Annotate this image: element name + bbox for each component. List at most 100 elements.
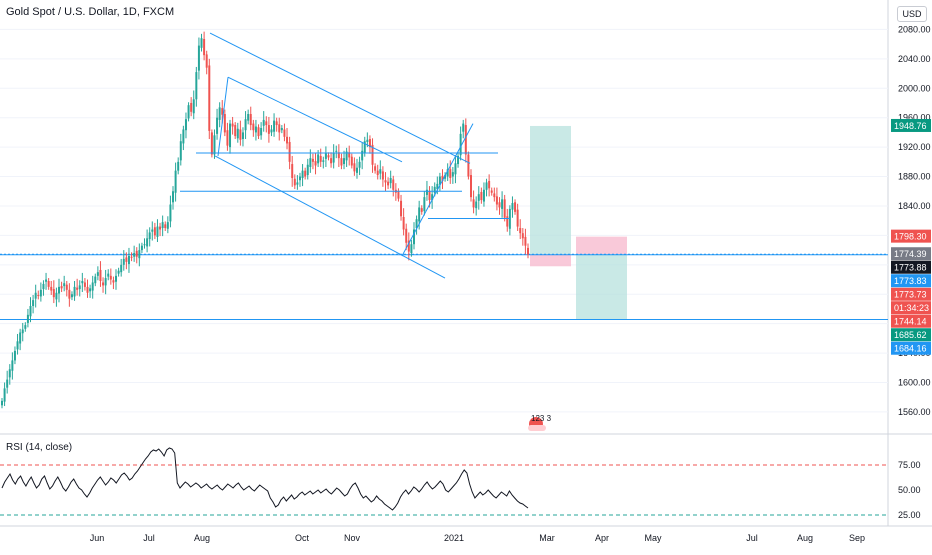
candle-body [192,99,195,114]
price-tick-label: 1960.00 [898,113,931,123]
candle-body [68,289,71,299]
candle-body [306,164,309,176]
candle-body [319,155,322,162]
candle-body [241,132,244,140]
candle-body [361,150,364,161]
price-badge-label: 1773.88 [894,263,927,273]
candle-body [410,244,413,254]
candle-body [516,209,519,227]
candle-body [166,222,169,229]
candle-body [418,207,421,222]
position-zones [530,125,627,320]
candle-body [446,169,449,177]
candle-body [210,132,213,155]
candle-body [115,275,118,282]
event-flag-base-icon [528,425,546,431]
candle-body [262,119,265,126]
candle-body [330,158,333,164]
candle-body [257,127,260,137]
candle-body [423,197,426,212]
candle-body [397,191,400,199]
candle-body [164,224,167,229]
price-badge-label: 1774.39 [894,249,927,259]
symbol-title: Gold Spot / U.S. Dollar, 1D, FXCM [6,6,175,18]
price-badge [891,314,931,328]
candle-body [337,152,340,159]
candle-body [358,161,361,168]
time-axis[interactable]: Jun Jul Aug Oct Nov 2021 Mar Apr May Jul Aug Sep [90,533,865,543]
candle-body [314,161,317,166]
price-tick-label: 1880.00 [898,172,931,182]
price-badge-label: 1684.16 [894,344,927,354]
candle-body [8,369,11,378]
short-stop-zone [576,236,627,255]
candle-body [127,255,130,265]
candle-body [467,154,470,177]
candle-body [493,193,496,198]
candle-body [231,123,234,127]
candle-body [52,289,55,298]
candle-body [151,229,154,232]
candle-body [482,189,485,202]
candle-body [50,286,53,291]
candle-body [280,127,283,131]
currency-button[interactable]: USD [897,6,927,22]
candle-body [436,183,439,190]
candle-body [412,229,415,245]
candle-body [140,245,143,251]
rsi-line [1,447,529,511]
candle-body [449,169,452,179]
candle-body [457,155,460,165]
candle-body [355,167,358,173]
candle-body [223,114,226,133]
candle-body [389,178,392,184]
candle-body [239,129,242,140]
candle-body [275,121,278,126]
candle-body [78,285,81,290]
time-tick-label: 2021 [444,533,464,543]
candle-body [32,300,35,307]
candle-body [454,163,457,175]
candle-body [182,129,185,144]
candle-body [371,144,374,165]
rsi-level-label: 50.00 [898,485,921,495]
candle-body [490,190,493,193]
price-badge [891,341,931,355]
price-badge [891,287,931,301]
trendline-drawings: 123 3 [180,32,552,431]
candle-body [407,240,410,252]
candle-body [387,181,390,186]
candle-body [24,325,27,329]
price-tick-label: 2040.00 [898,54,931,64]
candle-body [363,141,366,154]
price-badge-label: 01:34:23 [894,303,929,313]
candle-body [1,400,3,406]
price-badge [891,247,931,261]
candle-body [130,256,133,258]
candle-body [236,128,239,139]
candle-body [366,139,369,142]
candle-body [488,180,491,189]
candle-body [99,269,102,281]
candle-body [343,158,346,165]
candle-body [94,276,97,284]
rsi-level-label: 75.00 [898,460,921,470]
candle-body [203,38,206,56]
overlay-text: 123 3 [531,414,552,423]
candle-body [86,286,89,293]
price-tick-label: 1560.00 [898,407,931,417]
candle-body [524,236,527,246]
candle-body [469,175,472,198]
price-tick-label: 2000.00 [898,83,931,93]
candle-body [451,172,454,177]
rising-trendline [401,123,474,257]
candle-body [16,341,19,350]
candle-body [527,247,529,255]
candle-body [179,141,182,161]
candle-body [19,332,22,344]
time-tick-label: Jul [746,533,758,543]
candle-body [293,178,296,186]
candle-body [433,186,436,193]
